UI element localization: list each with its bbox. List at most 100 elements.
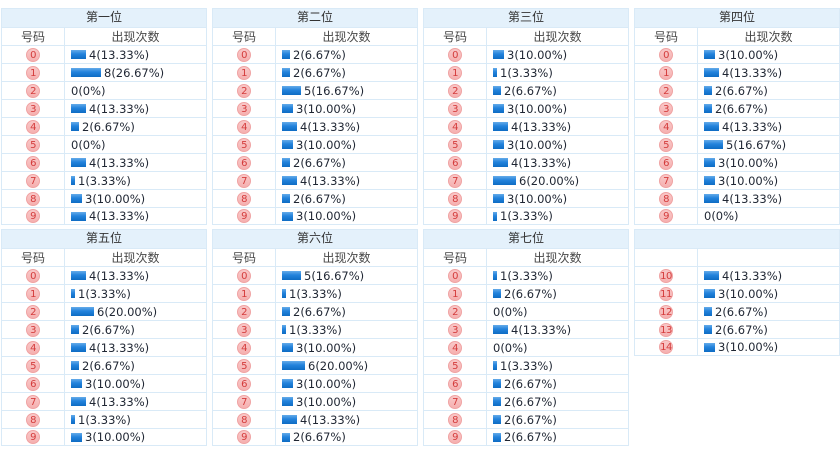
table-row: 2 2(6.67%) [424,81,628,99]
number-cell: 0 [635,46,697,63]
number-cell: 13 [635,321,697,338]
frequency-bar [282,68,290,77]
frequency-label: 4(13.33%) [300,119,361,134]
number-badge: 7 [26,394,40,409]
frequency-cell: 1(3.33%) [64,172,206,189]
table-row: 7 6(20.00%) [424,171,628,189]
number-cell: 9 [213,208,275,224]
number-badge: 2 [237,83,251,98]
number-cell: 2 [424,303,486,320]
number-badge: 1 [448,65,462,80]
table-row: 13 2(6.67%) [635,320,839,338]
frequency-label: 1(3.33%) [500,209,553,223]
number-badge: 6 [237,376,251,391]
table-header-row: 号码 出现次数 [635,27,839,45]
table-row: 0 4(13.33%) [2,45,206,63]
frequency-bar [704,158,715,167]
frequency-bar [493,50,504,59]
number-badge: 0 [26,268,40,283]
frequency-bar [71,122,79,131]
frequency-cell: 2(6.67%) [486,411,628,428]
table-row: 1 1(3.33%) [213,284,417,302]
frequency-cell: 1(3.33%) [486,208,628,224]
frequency-bar [71,361,79,370]
frequency-bar [493,104,504,113]
number-badge: 3 [26,101,40,116]
number-cell: 8 [635,190,697,207]
number-badge: 0 [448,47,462,62]
number-badge: 1 [237,65,251,80]
table-header-row [635,248,839,266]
frequency-bar [71,432,82,442]
table-row: 4 4(13.33%) [635,117,839,135]
column-header-frequency [697,249,839,266]
frequency-cell: 5(16.67%) [697,136,839,153]
number-cell: 5 [213,357,275,374]
frequency-bar [493,140,504,149]
frequency-bar [282,271,301,280]
position-table: 第七位 号码 出现次数 0 1(3.33%) 1 2(6.67%) 2 0(0%) 3 4(13.3… [423,229,629,446]
frequency-cell: 4(13.33%) [64,267,206,284]
number-cell: 10 [635,267,697,284]
number-cell: 14 [635,339,697,355]
number-badge: 13 [659,322,673,337]
column-header-frequency: 出现次数 [486,28,628,45]
frequency-label: 2(6.67%) [504,394,557,409]
frequency-bar [71,397,86,406]
table-row: 10 4(13.33%) [635,266,839,284]
number-cell: 8 [213,190,275,207]
table-header-row: 号码 出现次数 [424,27,628,45]
frequency-cell: 2(6.67%) [697,82,839,99]
frequency-bar [71,307,94,316]
frequency-cell: 4(13.33%) [275,118,417,135]
frequency-label: 1(3.33%) [500,358,553,373]
frequency-label: 2(6.67%) [715,83,768,98]
frequency-bar [71,211,86,221]
number-cell: 1 [213,64,275,81]
table-row: 8 3(10.00%) [424,189,628,207]
number-badge: 6 [237,155,251,170]
number-badge: 9 [237,430,251,444]
number-cell: 1 [424,64,486,81]
number-badge: 8 [26,191,40,206]
number-cell: 6 [213,375,275,392]
frequency-cell: 2(6.67%) [275,190,417,207]
frequency-bar [704,122,719,131]
frequency-cell: 2(6.67%) [275,154,417,171]
frequency-cell: 5(16.67%) [275,267,417,284]
number-cell: 6 [2,154,64,171]
position-table: 第三位 号码 出现次数 0 3(10.00%) 1 1(3.33%) 2 2(6.67%) 3 3(… [423,8,629,225]
table-row: 6 3(10.00%) [635,153,839,171]
number-badge: 6 [659,155,673,170]
number-cell: 0 [424,267,486,284]
frequency-bar [704,104,712,113]
number-cell: 7 [424,172,486,189]
frequency-label: 3(10.00%) [85,376,146,391]
frequency-label: 2(6.67%) [504,412,557,427]
frequency-bar [704,86,712,95]
frequency-bar [704,342,715,352]
table-row: 9 1(3.33%) [424,207,628,225]
table-row: 3 4(13.33%) [424,320,628,338]
frequency-bar [282,379,293,388]
table-row: 3 3(10.00%) [213,99,417,117]
frequency-label: 0(0%) [493,304,528,319]
number-cell: 2 [2,303,64,320]
frequency-cell: 4(13.33%) [697,118,839,135]
number-cell: 2 [2,82,64,99]
frequency-bar [282,104,293,113]
frequency-label: 5(16.67%) [304,268,365,283]
tables-grid: 第一位 号码 出现次数 0 4(13.33%) 1 8(26.67%) 2 0(0%) 3 4(13… [1,8,840,446]
number-badge: 4 [448,340,462,355]
frequency-cell: 4(13.33%) [275,172,417,189]
frequency-cell: 0(0%) [486,303,628,320]
table-row: 2 0(0%) [424,302,628,320]
frequency-bar [282,397,293,406]
table-row: 6 3(10.00%) [213,374,417,392]
table-row: 6 2(6.67%) [424,374,628,392]
frequency-cell: 3(10.00%) [275,393,417,410]
number-cell: 4 [2,339,64,356]
number-badge: 5 [448,137,462,152]
table-row: 0 2(6.67%) [213,45,417,63]
frequency-cell: 3(10.00%) [275,208,417,224]
